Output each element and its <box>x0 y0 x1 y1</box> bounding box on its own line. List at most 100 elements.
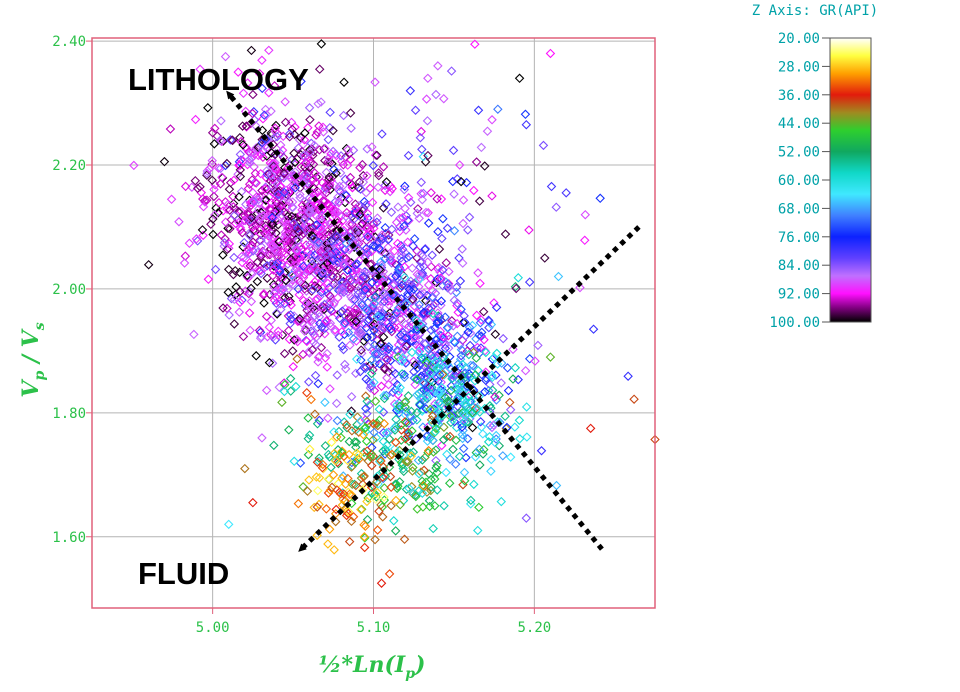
data-point <box>430 426 440 437</box>
data-point <box>384 569 395 579</box>
data-point <box>338 344 349 355</box>
data-point <box>441 258 452 268</box>
data-point <box>414 469 424 479</box>
data-point <box>303 377 314 387</box>
data-point <box>305 207 315 217</box>
data-point <box>348 334 359 344</box>
data-point <box>286 314 296 324</box>
data-point <box>272 131 282 142</box>
data-point <box>359 196 370 207</box>
data-point <box>266 148 277 158</box>
data-point <box>304 430 315 440</box>
data-point <box>351 354 362 364</box>
data-point <box>420 362 430 372</box>
data-point <box>448 444 458 455</box>
data-point <box>385 308 395 318</box>
data-point <box>274 236 284 247</box>
x-axis-label: ½*Ln(Ip) <box>319 652 426 682</box>
data-point <box>247 175 257 185</box>
data-point <box>264 45 274 56</box>
data-point <box>447 374 457 384</box>
data-point <box>329 448 340 459</box>
data-point <box>368 365 378 375</box>
data-point <box>423 150 433 161</box>
data-point <box>174 217 184 227</box>
data-point <box>585 423 596 434</box>
data-point <box>415 290 425 300</box>
data-point <box>307 345 318 355</box>
data-point <box>337 473 347 484</box>
data-point <box>439 500 449 511</box>
data-point <box>381 199 391 209</box>
data-point <box>369 319 380 329</box>
data-point <box>446 66 457 76</box>
data-point <box>321 249 332 260</box>
data-point <box>282 223 293 233</box>
data-point <box>288 279 298 289</box>
data-point <box>295 313 305 324</box>
data-point <box>385 186 395 197</box>
data-point <box>359 471 369 481</box>
data-point <box>289 335 299 345</box>
data-point <box>357 159 368 170</box>
data-point <box>355 162 365 173</box>
data-point <box>309 311 320 321</box>
data-point <box>324 201 334 211</box>
data-point <box>449 189 459 199</box>
data-point <box>407 426 417 436</box>
data-point <box>412 504 423 514</box>
data-point <box>431 89 441 100</box>
data-point <box>259 110 270 120</box>
data-point <box>301 251 311 262</box>
data-point <box>391 217 402 228</box>
data-point <box>273 186 284 197</box>
data-point <box>276 304 286 315</box>
data-point <box>262 331 273 342</box>
data-point <box>292 245 302 256</box>
data-point <box>435 370 445 380</box>
data-point <box>256 251 266 262</box>
data-point <box>330 324 340 335</box>
data-point <box>339 489 349 499</box>
data-point <box>346 123 356 133</box>
data-point <box>331 398 342 409</box>
data-point <box>412 415 422 425</box>
data-point <box>270 245 280 256</box>
data-point <box>248 187 258 198</box>
data-point <box>365 383 376 393</box>
data-point <box>530 356 540 366</box>
data-point <box>453 307 463 318</box>
data-point <box>283 311 294 321</box>
data-point <box>454 160 465 170</box>
data-point <box>278 217 288 228</box>
data-point <box>270 123 280 133</box>
data-point <box>261 229 272 239</box>
data-point <box>337 282 348 292</box>
data-point <box>360 200 371 211</box>
data-point <box>386 500 396 511</box>
data-point <box>470 370 481 380</box>
scatter-points <box>129 39 660 588</box>
data-point <box>561 188 571 198</box>
data-point <box>300 157 311 168</box>
data-point <box>437 233 447 244</box>
data-point <box>417 455 428 465</box>
data-point <box>245 261 255 271</box>
data-point <box>393 481 403 492</box>
data-point <box>202 168 212 179</box>
data-point <box>305 147 315 157</box>
data-point <box>316 287 327 298</box>
data-point <box>424 501 435 512</box>
data-point <box>385 471 396 482</box>
data-point <box>345 340 355 350</box>
data-point <box>401 225 411 235</box>
data-point <box>458 443 469 454</box>
data-point <box>261 385 272 396</box>
data-point <box>458 409 469 419</box>
data-point <box>496 378 506 388</box>
data-point <box>314 415 325 426</box>
data-point <box>393 268 403 278</box>
data-point <box>471 157 482 167</box>
data-point <box>415 249 426 260</box>
data-point <box>331 168 341 178</box>
